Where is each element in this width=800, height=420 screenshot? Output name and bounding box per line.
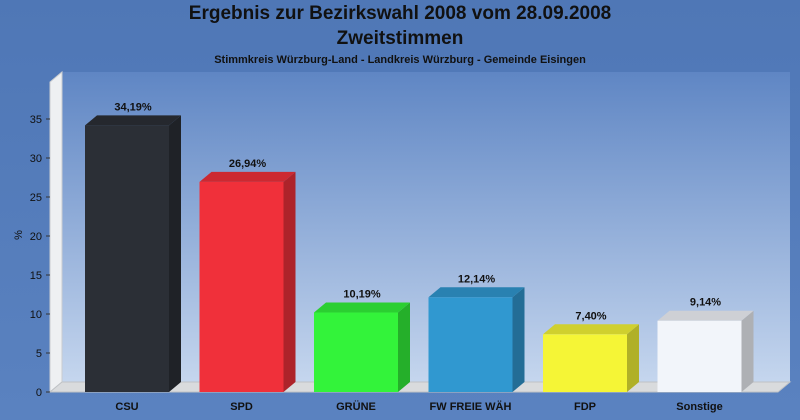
bar-fdp xyxy=(543,324,639,392)
bar-spd xyxy=(199,171,296,392)
bar-side xyxy=(512,287,525,392)
bar-top xyxy=(657,310,754,321)
bar-top xyxy=(543,324,639,335)
category-label: FDP xyxy=(574,401,596,413)
bar-sonstige xyxy=(657,310,754,392)
bar-front xyxy=(314,312,398,392)
chart-subsubtitle: Stimmkreis Würzburg-Land - Landkreis Wür… xyxy=(214,54,586,66)
bar-front xyxy=(428,297,513,392)
bar-gr-ne xyxy=(314,302,410,392)
chart-subtitle: Zweitstimmen xyxy=(336,28,464,49)
bar-csu xyxy=(85,115,181,393)
bar-top xyxy=(199,171,296,182)
y-axis-label: % xyxy=(13,230,25,240)
y-tick-label: 20 xyxy=(30,231,42,243)
plot-side-wall xyxy=(49,70,63,394)
bar-side xyxy=(283,171,296,392)
category-label: CSU xyxy=(115,401,138,413)
bar-front xyxy=(657,320,742,392)
category-label: FW FREIE WÄH xyxy=(430,400,512,413)
bar-side xyxy=(741,310,754,392)
y-tick-label: 30 xyxy=(30,153,42,165)
y-tick-label: 0 xyxy=(36,387,42,399)
bar-top xyxy=(428,287,525,298)
category-label: Sonstige xyxy=(676,401,722,413)
bar-front xyxy=(543,334,627,392)
y-tick-label: 10 xyxy=(30,309,42,321)
bar-front xyxy=(85,125,169,393)
bar-top xyxy=(314,302,410,313)
y-tick-label: 25 xyxy=(30,192,42,204)
bar-fw-freie-w-h xyxy=(428,287,525,392)
bar-side xyxy=(398,302,410,392)
y-tick-label: 15 xyxy=(30,270,42,282)
chart-title: Ergebnis zur Bezirkswahl 2008 vom 28.09.… xyxy=(188,3,612,24)
y-tick-label: 35 xyxy=(30,114,42,126)
y-tick-label: 5 xyxy=(36,348,42,360)
data-label: 26,94% xyxy=(229,158,267,170)
data-label: 10,19% xyxy=(343,289,381,301)
data-label: 9,14% xyxy=(690,297,721,309)
bar-front xyxy=(199,181,284,392)
data-label: 34,19% xyxy=(114,101,152,113)
category-label: SPD xyxy=(230,401,253,413)
category-label: GRÜNE xyxy=(336,400,376,413)
bar-top xyxy=(85,115,181,126)
bar-side xyxy=(169,115,181,393)
data-label: 12,14% xyxy=(458,273,496,285)
data-label: 7,40% xyxy=(575,310,606,322)
bar-side xyxy=(627,324,639,392)
